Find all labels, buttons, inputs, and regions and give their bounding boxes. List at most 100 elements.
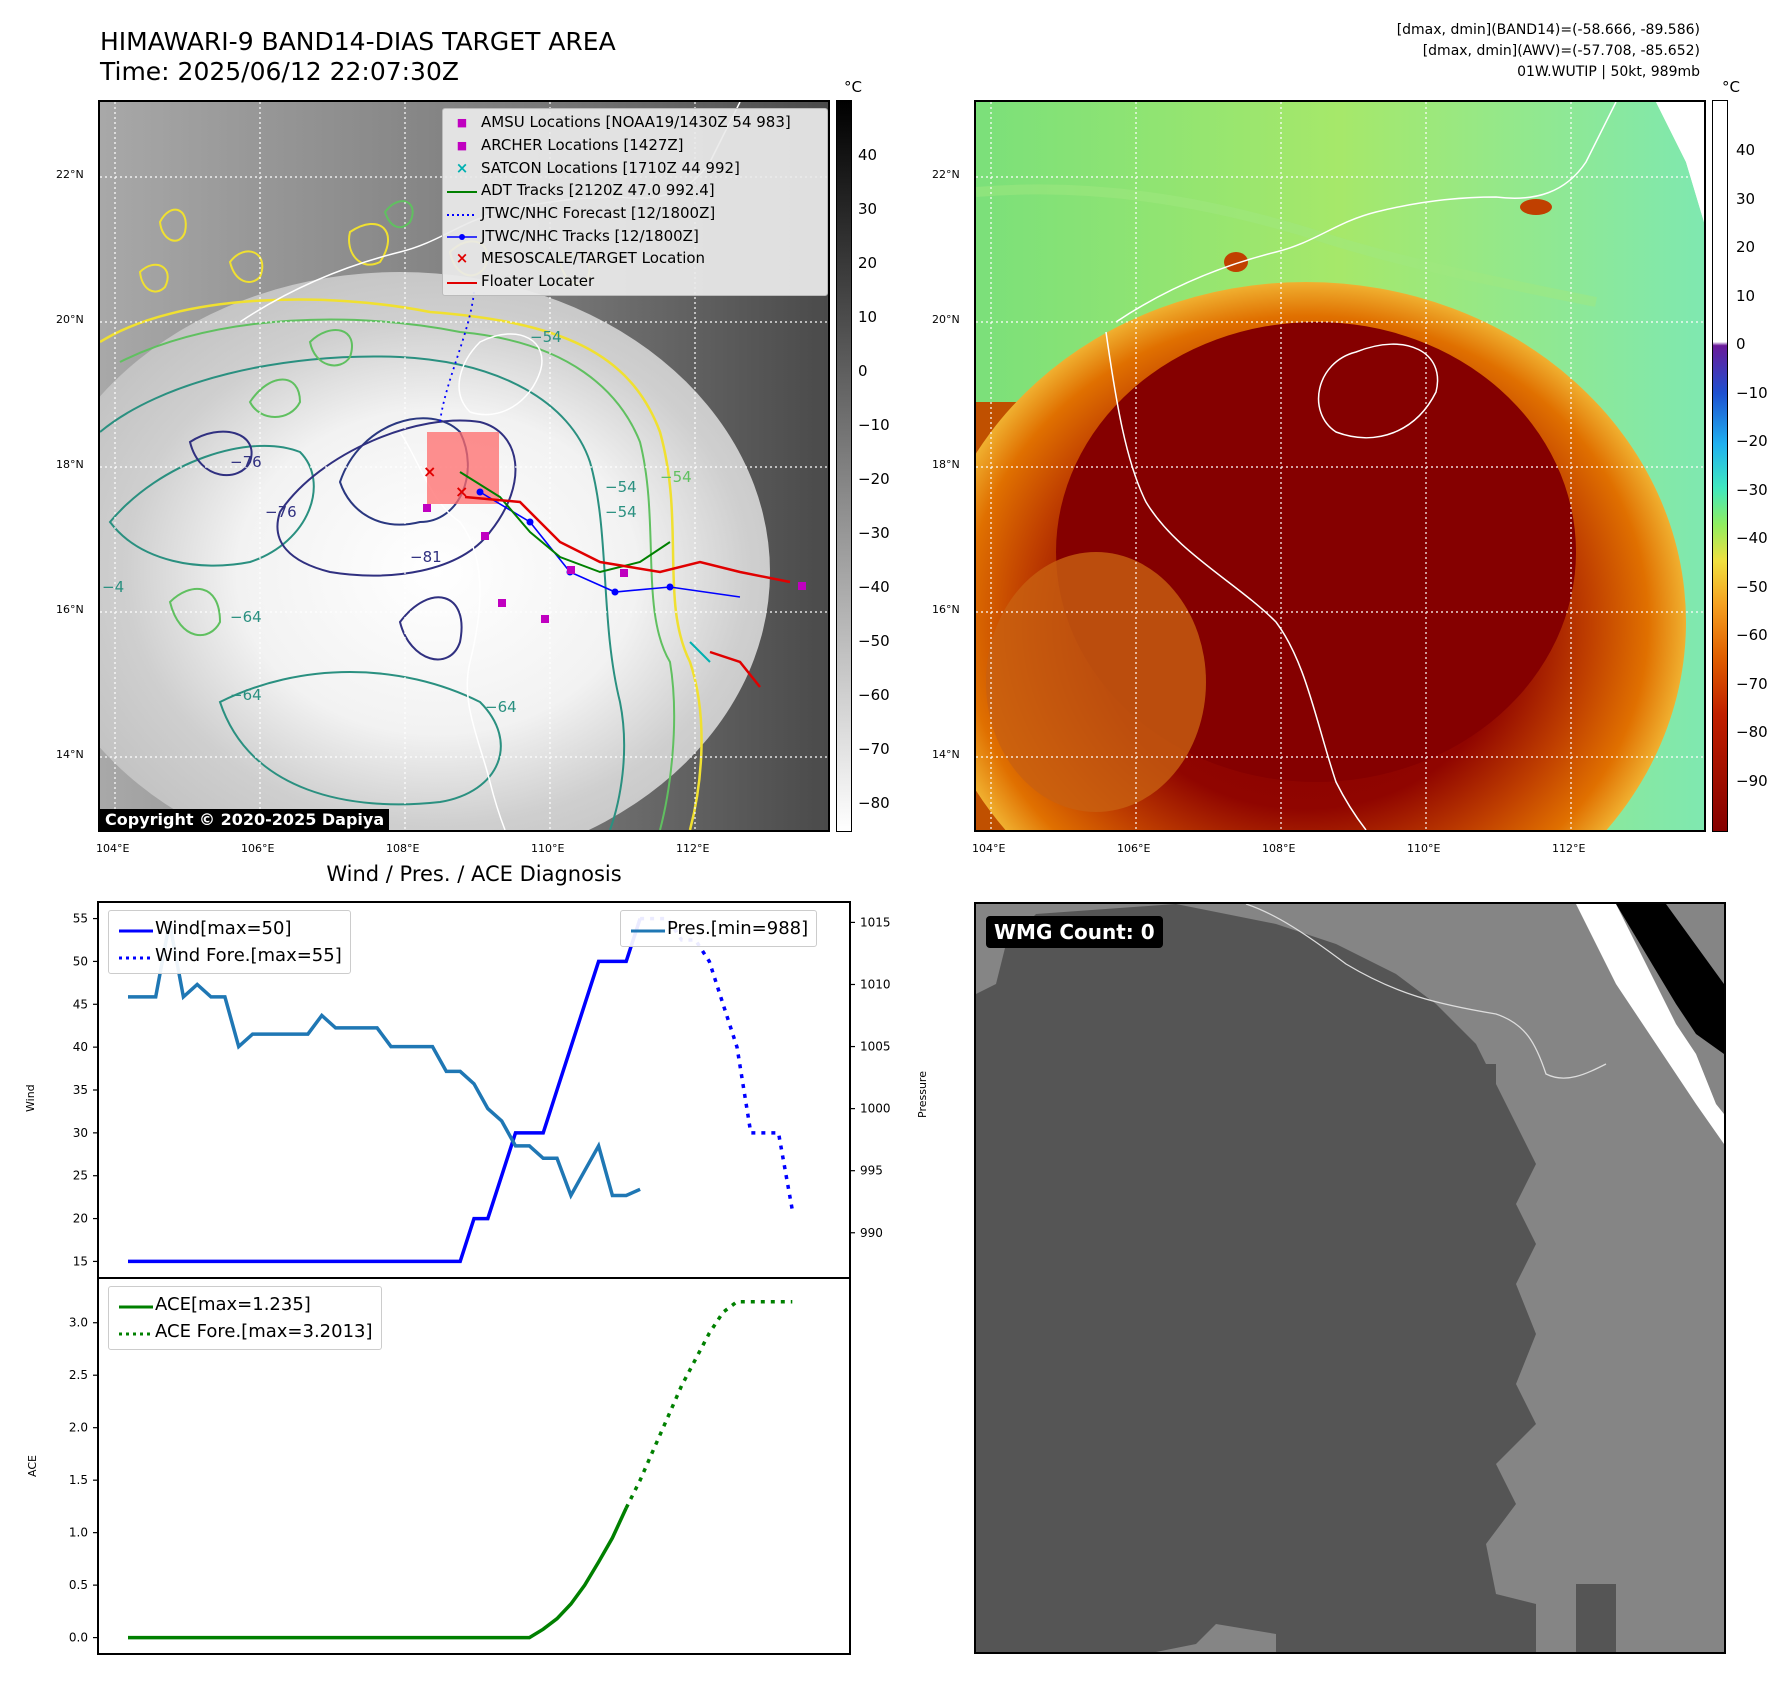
wind-axis-tick-label: 50 xyxy=(73,954,88,968)
series-line xyxy=(128,918,642,1264)
lat-label: 22°N xyxy=(56,168,84,181)
storm-info: 01W.WUTIP | 50kt, 989mb xyxy=(1517,64,1700,80)
colorbar-left-tick: −30 xyxy=(858,524,890,542)
stats-awv: [dmax, dmin](AWV)=(-57.708, -85.652) xyxy=(1422,43,1700,59)
legend-item-amsu: ■ AMSU Locations [NOAA19/1430Z 54 983] xyxy=(443,111,827,134)
colorbar-left xyxy=(836,100,852,832)
pressure-axis-tick-label: 1010 xyxy=(860,977,891,991)
wmg-canvas xyxy=(976,904,1724,1652)
lon-label: 106°E xyxy=(1117,842,1151,855)
series-line xyxy=(128,922,641,1200)
line-icon xyxy=(443,181,481,199)
ir-map-panel: × × −76 −76 −81 −54 −64 −64 −64 −54 −54 … xyxy=(98,100,830,832)
colorbar-left-tick: −10 xyxy=(858,416,890,434)
wind-axis-tick-label: 45 xyxy=(73,997,88,1011)
lat-label: 16°N xyxy=(56,603,84,616)
lat-label: 20°N xyxy=(56,313,84,326)
awv-map-panel xyxy=(974,100,1706,832)
colorbar-right xyxy=(1712,100,1728,832)
colorbar-right-tick: −40 xyxy=(1736,529,1768,547)
colorbar-left-tick: −80 xyxy=(858,794,890,812)
lat-label: 14°N xyxy=(56,748,84,761)
contour-label-group: −76 −76 −81 −54 −64 −64 −64 −54 −54 −54 … xyxy=(102,328,692,716)
colorbar-left-tick: −70 xyxy=(858,740,890,758)
ace-axis-tick-label: 2.0 xyxy=(69,1421,88,1435)
colorbar-left-tick: 40 xyxy=(858,146,878,164)
svg-text:×: × xyxy=(423,462,436,481)
ace-axis-tick-label: 1.0 xyxy=(69,1526,88,1540)
dotted-line-icon xyxy=(117,945,155,966)
lat-label: 20°N xyxy=(932,313,960,326)
colorbar-right-tick: −80 xyxy=(1736,723,1768,741)
line-icon xyxy=(117,1294,155,1315)
colorbar-right-tick: −50 xyxy=(1736,578,1768,596)
colorbar-right-tick: 0 xyxy=(1736,335,1746,353)
lon-label: 104°E xyxy=(972,842,1006,855)
contour-label: −81 xyxy=(410,548,442,566)
figure-time: Time: 2025/06/12 22:07:30Z xyxy=(100,57,459,86)
diagnosis-charts: 55 50 45 40 35 30 25 20 15 1015 1010 1005 1000 995 990… xyxy=(69,901,891,1655)
pressure-legend: Pres.[min=988] xyxy=(620,910,818,947)
wind-axis-label: Wind xyxy=(24,1084,37,1112)
ace-axis-tick-label: 0.0 xyxy=(69,1631,88,1645)
ace-axis-tick-label: 1.5 xyxy=(69,1473,88,1487)
square-marker-icon: ■ xyxy=(456,138,468,152)
copyright-notice: Copyright © 2020-2025 Dapiya xyxy=(100,809,390,830)
ace-axis-tick-label: 0.5 xyxy=(69,1578,88,1592)
colorbar-right-tick: −70 xyxy=(1736,675,1768,693)
wind-axis-tick-label: 30 xyxy=(73,1126,88,1140)
legend-item-floater: Floater Locater xyxy=(443,270,827,293)
line-icon xyxy=(629,918,667,939)
colorbar-right-tick: −30 xyxy=(1736,481,1768,499)
wind-axis-tick-label: 25 xyxy=(73,1169,88,1183)
lon-label: 108°E xyxy=(386,842,420,855)
contour-label: −54 xyxy=(605,503,637,521)
lon-label: 112°E xyxy=(1552,842,1586,855)
colorbar-left-tick: −50 xyxy=(858,632,890,650)
wind-pressure-chart: 55 50 45 40 35 30 25 20 15 1015 1010 1005 1000 995 990 xyxy=(73,912,891,1269)
lat-label: 18°N xyxy=(56,458,84,471)
awv-map-canvas xyxy=(976,102,1704,830)
ace-axis-label: ACE xyxy=(26,1455,39,1477)
colorbar-left-tick: −40 xyxy=(858,578,890,596)
colorbar-right-tick: −20 xyxy=(1736,432,1768,450)
lat-label: 16°N xyxy=(932,603,960,616)
lon-label: 106°E xyxy=(241,842,275,855)
contour-label: −54 xyxy=(660,468,692,486)
ace-axis-tick-label: 2.5 xyxy=(69,1368,88,1382)
legend-item-ace-forecast: ACE Fore.[max=3.2013] xyxy=(117,1318,373,1345)
series-line xyxy=(128,1507,628,1640)
wind-legend: Wind[max=50] Wind Fore.[max=55] xyxy=(108,910,351,974)
colorbar-right-tick: −60 xyxy=(1736,626,1768,644)
legend-item-satcon: × SATCON Locations [1710Z 44 992] xyxy=(443,156,827,179)
pressure-axis-tick-label: 995 xyxy=(860,1164,883,1178)
series-line xyxy=(640,916,795,1211)
pressure-axis-tick-label: 990 xyxy=(860,1226,883,1240)
legend-item-wind: Wind[max=50] xyxy=(117,915,342,942)
contour-label: −64 xyxy=(230,608,262,626)
legend-item-archer: ■ ARCHER Locations [1427Z] xyxy=(443,134,827,157)
dotted-line-icon xyxy=(117,1321,155,1342)
legend-item-target: × MESOSCALE/TARGET Location xyxy=(443,247,827,270)
legend-item-pressure: Pres.[min=988] xyxy=(629,915,808,942)
wmg-count-badge: WMG Count: 0 xyxy=(986,916,1163,948)
colorbar-left-tick: 10 xyxy=(858,308,878,326)
dot-line-icon xyxy=(443,227,481,245)
contour-label: −54 xyxy=(605,478,637,496)
colorbar-left-tick: −20 xyxy=(858,470,890,488)
contour-label: −76 xyxy=(230,453,262,471)
contour-label: −4 xyxy=(102,578,124,596)
line-icon xyxy=(117,918,155,939)
ace-legend: ACE[max=1.235] ACE Fore.[max=3.2013] xyxy=(108,1286,382,1350)
colorbar-right-tick: −90 xyxy=(1736,772,1768,790)
legend-item-adt: ADT Tracks [2120Z 47.0 992.4] xyxy=(443,179,827,202)
legend-item-ace: ACE[max=1.235] xyxy=(117,1291,373,1318)
colorbar-right-tick: −10 xyxy=(1736,384,1768,402)
ace-chart: 3.0 2.5 2.0 1.5 1.0 0.5 0.0 xyxy=(69,1299,793,1645)
colorbar-right-tick: 10 xyxy=(1736,287,1756,305)
diagnosis-title: Wind / Pres. / ACE Diagnosis xyxy=(326,862,622,886)
ace-axis-tick-label: 3.0 xyxy=(69,1316,88,1330)
lon-label: 110°E xyxy=(531,842,565,855)
lat-label: 22°N xyxy=(932,168,960,181)
contour-label: −76 xyxy=(265,503,297,521)
